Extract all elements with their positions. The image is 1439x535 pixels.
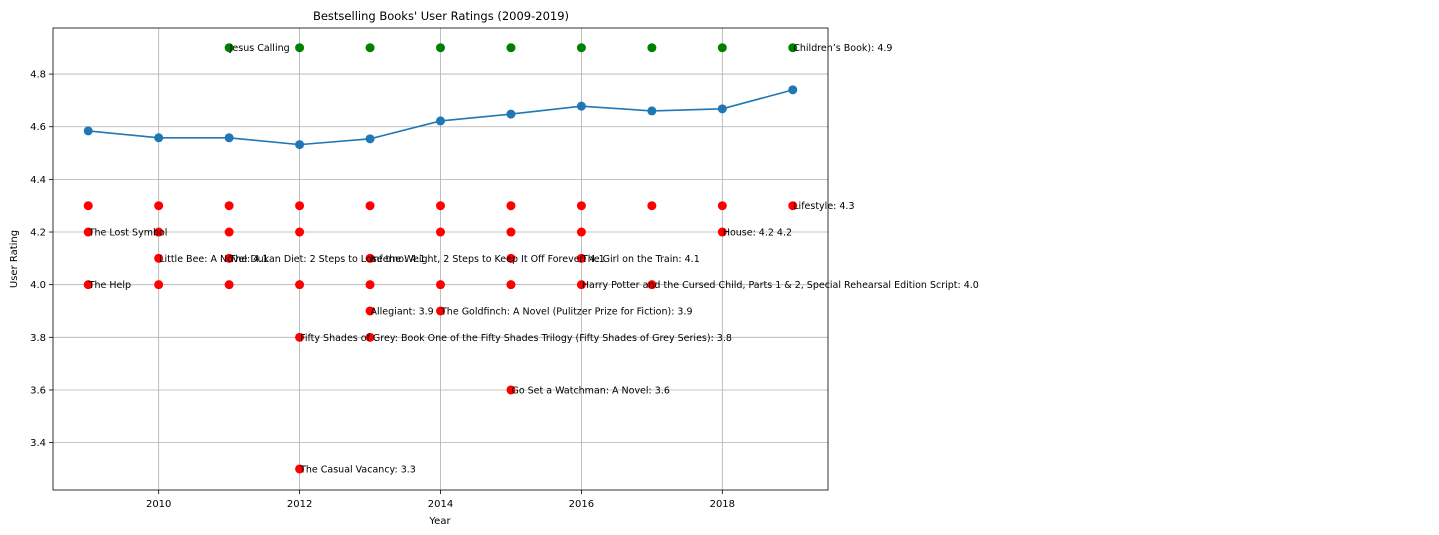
low-rating-point (576, 280, 586, 290)
high-rating-point (647, 43, 657, 53)
low-rating-point (717, 227, 727, 237)
average-rating-point (154, 133, 164, 143)
point-annotation: The Girl on the Train: 4.1 (581, 254, 700, 265)
high-rating-point (788, 43, 798, 53)
average-rating-point (717, 104, 727, 114)
high-rating-point (506, 43, 516, 53)
low-rating-point (506, 201, 516, 211)
axis-ticks: 2010 2012 2014 2016 2018 3.4 3.6 3.8 4.0 4.2 4.4 4.… (30, 70, 735, 510)
y-tick-label: 3.8 (30, 333, 46, 344)
low-rating-point (224, 253, 234, 263)
average-rating-point (365, 134, 375, 144)
average-rating-point (647, 106, 657, 116)
low-rating-point (224, 227, 234, 237)
high-rating-point (295, 43, 305, 53)
low-rating-point (224, 280, 234, 290)
point-annotation: Allegiant: 3.9 (371, 306, 434, 317)
point-annotation: Children’s Book): 4.9 (793, 43, 892, 54)
low-rating-point (647, 280, 657, 290)
low-rating-point (154, 280, 164, 290)
annotation-layer: Jesus Calling Children’s Book): 4.9 Lifest… (88, 43, 979, 475)
low-rating-point (295, 332, 305, 342)
low-rating-point (647, 201, 657, 211)
y-axis-label: User Rating (9, 230, 20, 288)
high-rating-point (717, 43, 727, 53)
high-rating-point (224, 43, 234, 53)
low-rating-point (83, 227, 93, 237)
low-rating-point (436, 306, 445, 316)
low-rating-point (788, 201, 798, 211)
high-rating-point (576, 43, 586, 53)
low-rating-point (295, 464, 305, 474)
low-rating-point (154, 253, 164, 263)
x-tick-label: 2014 (428, 499, 453, 510)
low-rating-point (295, 280, 305, 290)
point-annotation: The Dukan Diet: 2 Steps to Lose the Weig… (229, 254, 605, 265)
point-annotation: Fifty Shades of Grey: Book One of the Fi… (300, 333, 732, 344)
point-annotation: Go Set a Watchman: A Novel: 3.6 (511, 385, 669, 396)
low-rating-point (295, 227, 305, 237)
low-rating-point (365, 201, 375, 211)
low-rating-point (365, 306, 375, 316)
high-rating-point (365, 43, 375, 53)
point-annotation: The Help (88, 280, 131, 291)
low-rating-point (154, 227, 164, 237)
y-tick-label: 4.4 (30, 175, 46, 186)
low-rating-point (506, 280, 516, 290)
low-rating-point (506, 385, 516, 395)
low-rating-point (83, 280, 93, 290)
low-rating-point (365, 280, 375, 290)
x-tick-label: 2012 (287, 499, 312, 510)
point-annotation: Inferno: 4.1 (371, 254, 426, 265)
y-tick-label: 4.6 (30, 122, 46, 133)
average-rating-point (295, 140, 305, 150)
low-rating-point (576, 227, 586, 237)
low-rating-point (224, 201, 234, 211)
chart-title: Bestselling Books' User Ratings (2009-20… (313, 9, 569, 23)
average-rating-point (83, 126, 93, 136)
low-rating-point (506, 227, 516, 237)
y-tick-label: 4.8 (30, 70, 46, 81)
average-rating-point (788, 85, 798, 95)
y-tick-label: 3.4 (30, 438, 46, 449)
y-tick-label: 4.2 (30, 228, 46, 239)
series-layer (83, 43, 798, 474)
x-tick-label: 2016 (569, 499, 594, 510)
point-annotation: Little Bee: A Novel: 4.1 (159, 254, 268, 265)
point-annotation: The Lost Symbol (88, 228, 168, 239)
point-annotation: Harry Potter and the Cursed Child, Parts… (582, 280, 979, 291)
low-rating-point (576, 253, 586, 263)
low-rating-point (717, 201, 727, 211)
y-tick-label: 4.0 (30, 280, 46, 291)
x-tick-label: 2010 (146, 499, 171, 510)
average-rating-point (576, 101, 586, 111)
low-rating-point (576, 201, 586, 211)
high-rating-point (436, 43, 445, 53)
low-rating-point (365, 332, 375, 342)
average-rating-point (224, 133, 234, 143)
low-rating-point (436, 227, 445, 237)
low-rating-point (295, 201, 305, 211)
point-annotation: Lifestyle: 4.3 (793, 201, 854, 212)
average-rating-point (436, 116, 445, 126)
low-rating-point (365, 253, 375, 263)
point-annotation: The Goldfinch: A Novel (Pulitzer Prize f… (440, 306, 693, 317)
x-tick-label: 2018 (710, 499, 735, 510)
low-rating-point (436, 201, 445, 211)
point-annotation: House: 4.2 4.2 (723, 228, 792, 239)
low-rating-point (154, 201, 164, 211)
x-axis-label: Year (428, 516, 451, 527)
low-rating-point (83, 201, 93, 211)
point-annotation: Jesus Calling (229, 43, 290, 54)
point-annotation: The Casual Vacancy: 3.3 (299, 464, 416, 475)
average-rating-point (506, 109, 516, 119)
low-rating-point (506, 253, 516, 263)
low-rating-point (436, 280, 445, 290)
y-tick-label: 3.6 (30, 385, 46, 396)
